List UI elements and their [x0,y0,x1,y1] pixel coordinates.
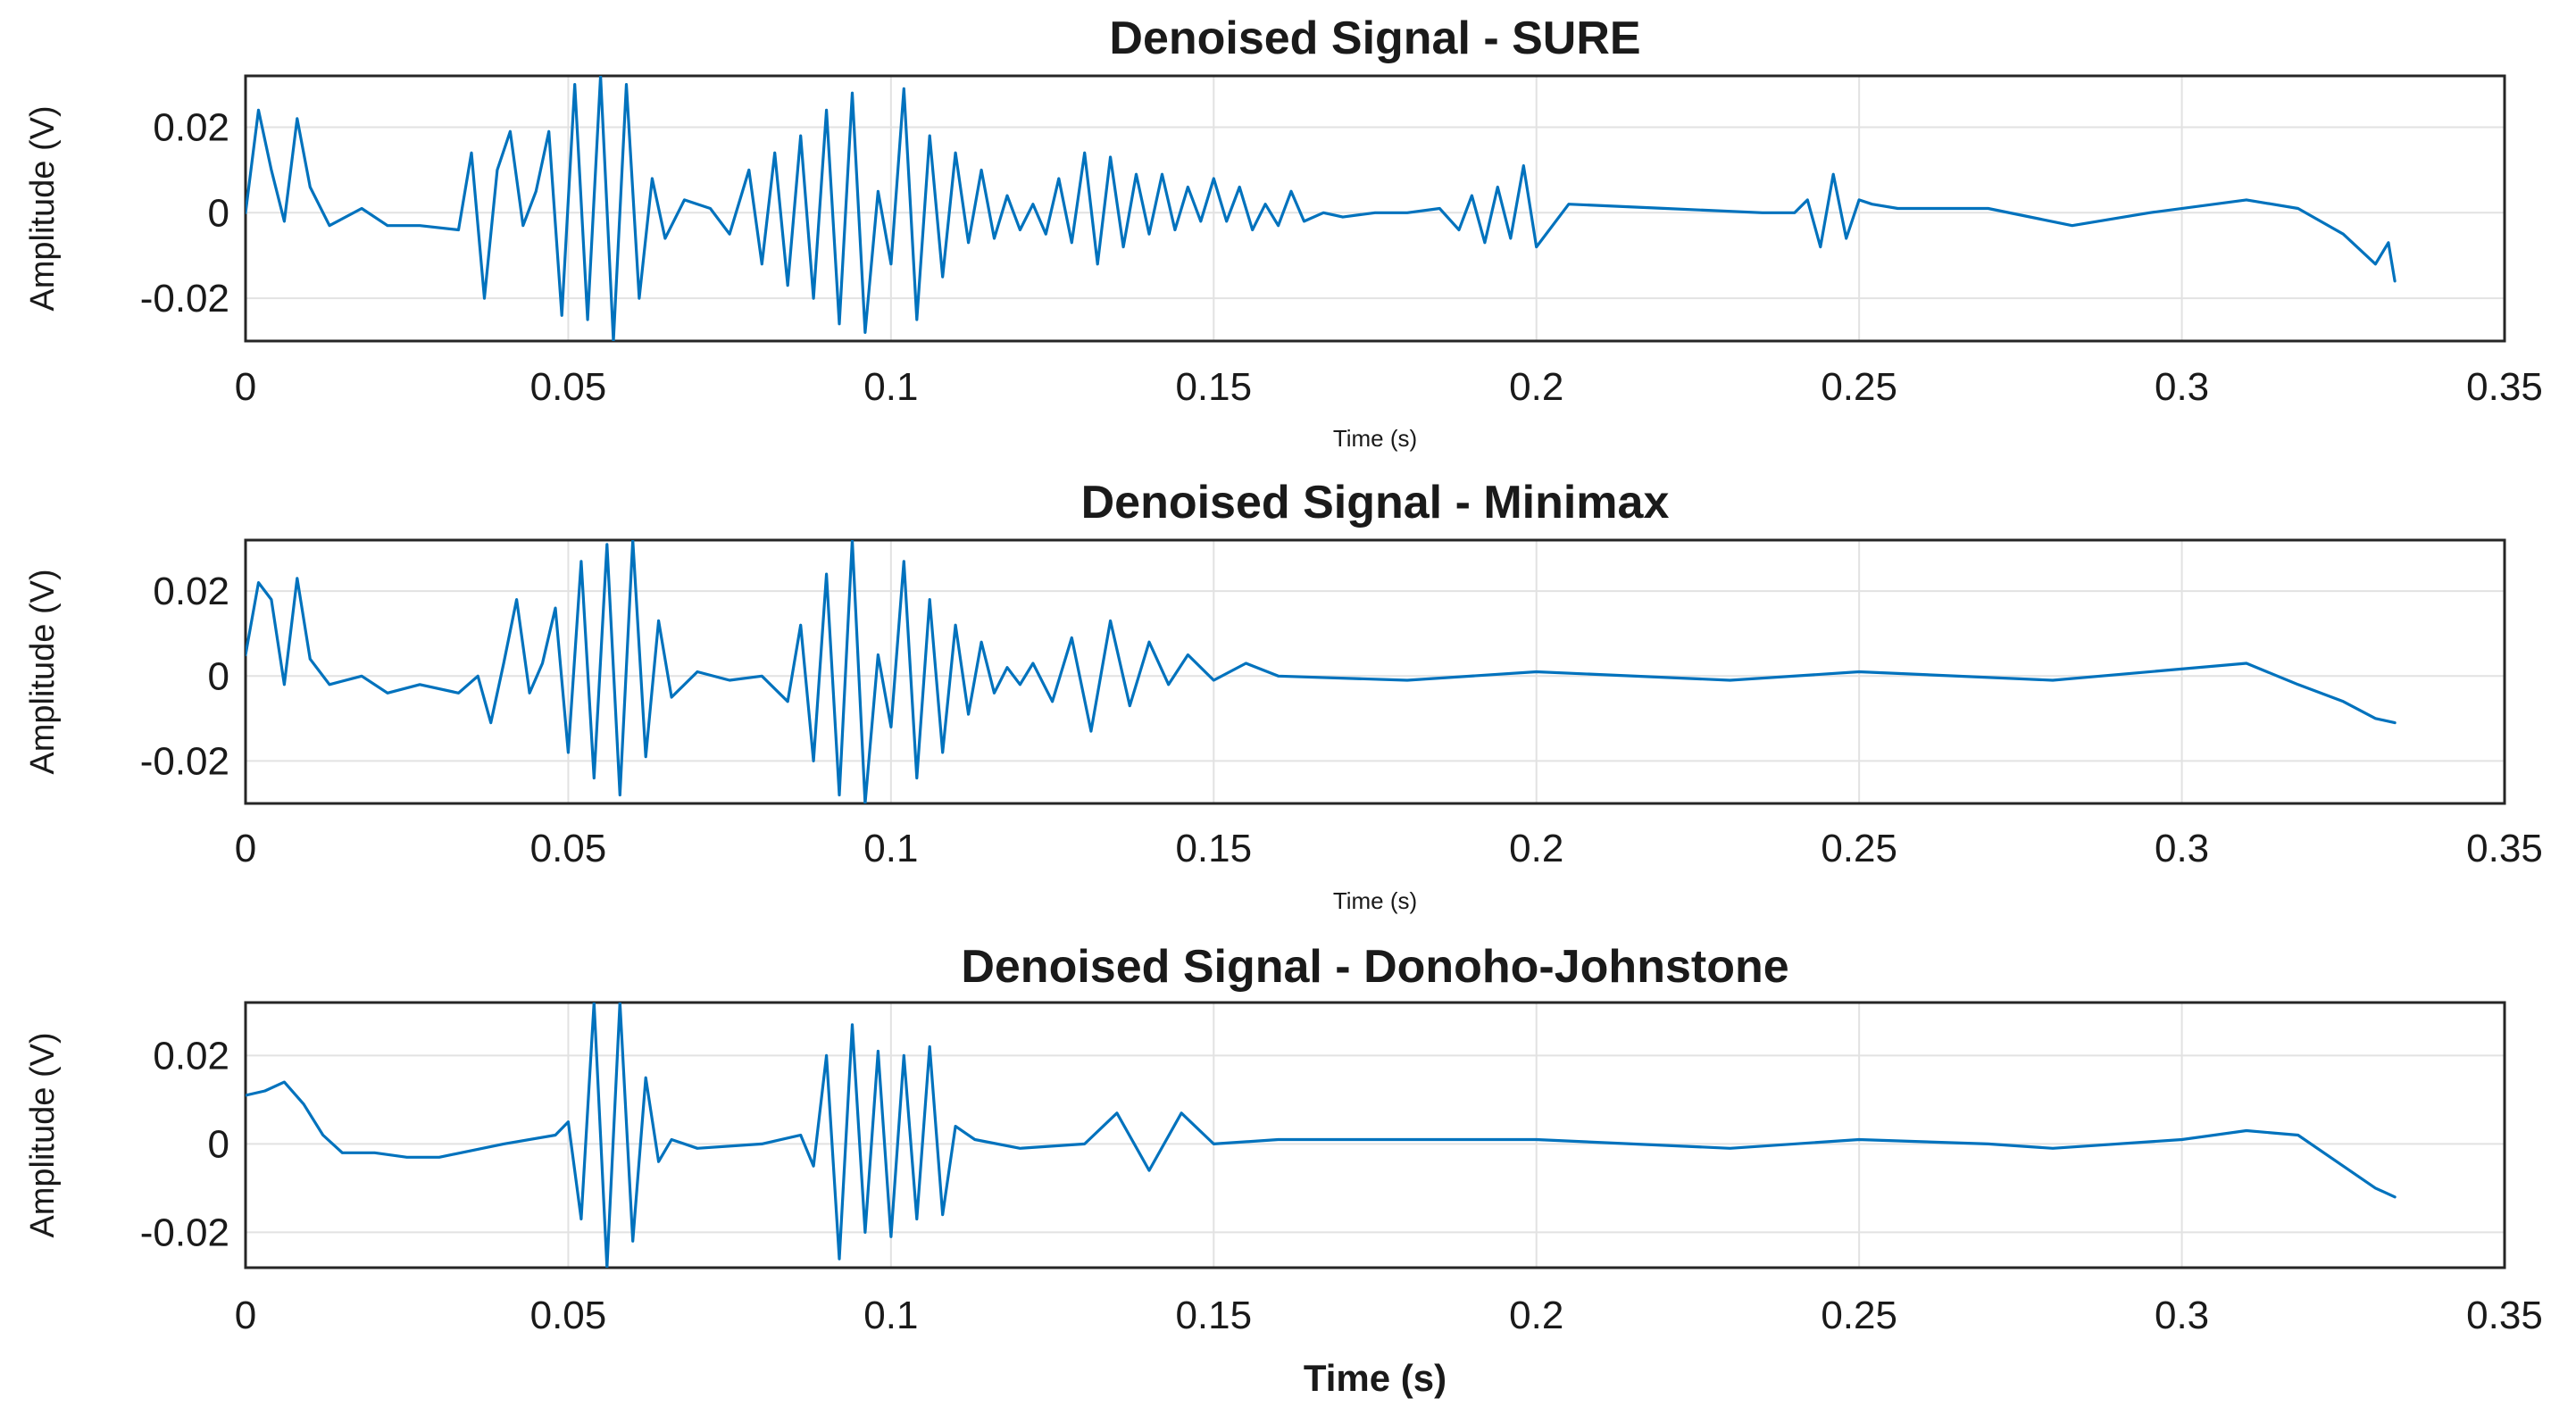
y-axis-label: Amplitude (V) [24,1032,62,1237]
x-tick-label: 0 [235,827,256,870]
x-tick-label: 0.25 [1821,1294,1897,1337]
chart-title: Denoised Signal - Donoho-Johnstone [961,941,1788,993]
signal-line [246,1003,2397,1268]
y-tick-label: 0 [208,654,229,698]
y-tick-label: -0.02 [140,1211,229,1254]
x-axis-label: Time (s) [1333,887,1417,914]
x-tick-label: 0.15 [1175,827,1252,870]
x-tick-label: 0.05 [530,1294,607,1337]
subplot-2: 0 0.05 0.1 0.15 0.2 0.25 0.3 0.35 0.02 0 -0.02 Deno… [24,477,2543,914]
x-tick-label: 0 [235,1294,256,1337]
x-tick-label: 0.2 [1509,827,1563,870]
x-tick-label: 0.25 [1821,365,1897,409]
y-tick-label: 0.02 [153,1034,229,1078]
x-tick-label: 0.35 [2466,1294,2543,1337]
x-tick-label: 0.1 [863,1294,918,1337]
y-tick-label: -0.02 [140,277,229,320]
plot-area [244,1001,2506,1269]
y-axis-label: Amplitude (V) [24,569,62,774]
x-tick-label: 0.35 [2466,827,2543,870]
y-axis-label: Amplitude (V) [24,105,62,311]
x-tick-label: 0.15 [1175,1294,1252,1337]
x-tick-label: 0.2 [1509,1294,1563,1337]
signal-line [246,76,2397,341]
axes-border [244,538,2506,805]
x-tick-label: 0.2 [1509,365,1563,409]
chart-title: Denoised Signal - Minimax [1081,477,1670,528]
signal-line [246,540,2397,803]
y-tick-label: 0 [208,1122,229,1166]
x-tick-label: 0.05 [530,365,607,409]
x-tick-label: 0.3 [2155,827,2209,870]
x-tick-label: 0.05 [530,827,607,870]
x-axis-label: Time (s) [1333,425,1417,452]
subplot-3: 0 0.05 0.1 0.15 0.2 0.25 0.3 0.350.020-0.02Deno… [24,941,2543,1399]
y-tick-label: 0.02 [153,105,229,149]
y-tick-label: 0 [208,191,229,235]
x-tick-label: 0.1 [863,827,918,870]
x-tick-label: 0.3 [2155,1294,2209,1337]
x-tick-label: 0.15 [1175,365,1252,409]
subplot-1: 0 0.05 0.1 0.15 0.2 0.25 0.3 0.35 0.02 0 -0.02 Deno… [24,12,2543,452]
x-tick-label: 0.3 [2155,365,2209,409]
chart-title: Denoised Signal - SURE [1109,12,1640,64]
x-tick-label: 0 [235,365,256,409]
y-tick-label: -0.02 [140,739,229,783]
axes-border [244,1001,2506,1269]
x-tick-label: 0.35 [2466,365,2543,409]
x-tick-label: 0.25 [1821,827,1897,870]
plot-area [244,74,2506,343]
y-tick-label: 0.02 [153,570,229,613]
x-axis-label: Time (s) [1304,1357,1446,1399]
x-tick-label: 0.1 [863,365,918,409]
